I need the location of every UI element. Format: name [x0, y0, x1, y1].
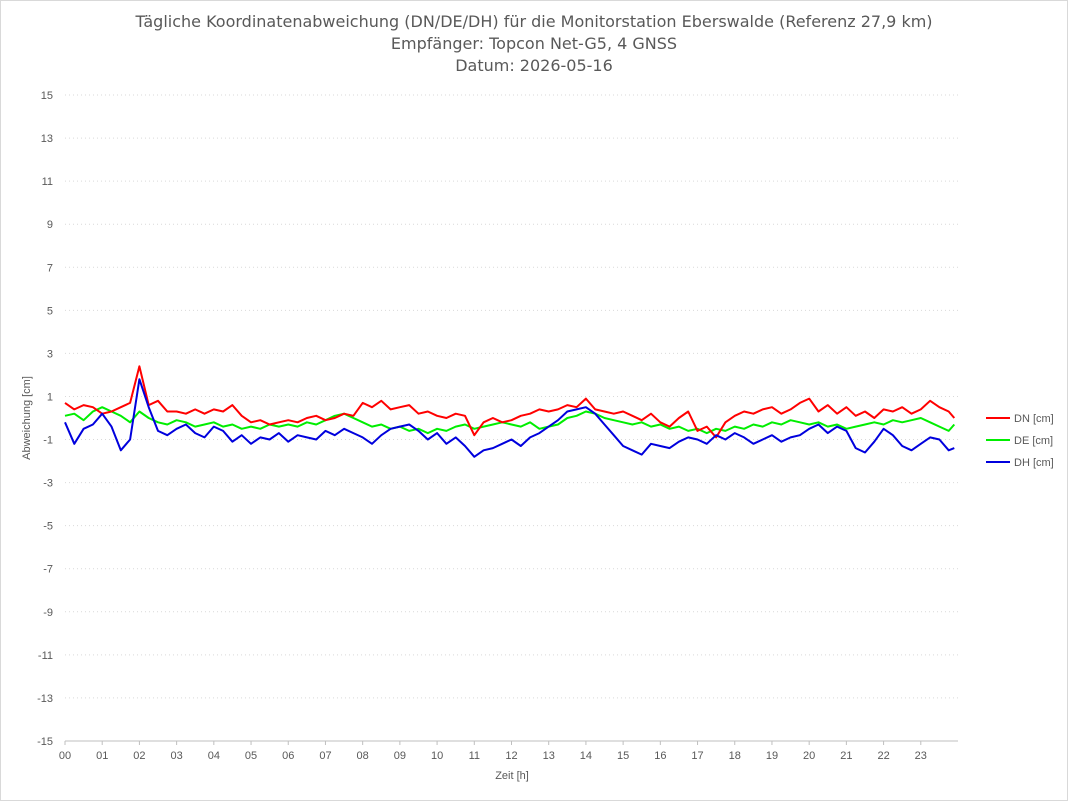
y-tick-label: 9	[47, 219, 53, 231]
x-axis-title: Zeit [h]	[495, 770, 529, 782]
series-line-dh	[64, 378, 955, 458]
y-tick-label: -13	[37, 693, 53, 705]
y-tick-label: -11	[38, 650, 53, 662]
y-tick-label: 15	[41, 90, 53, 102]
x-tick-label: 08	[357, 750, 369, 762]
series-line-de	[64, 406, 956, 435]
y-tick-labels: 15 13 11 9 7 5 3 1 -1 -3 -5 -7 -9 -11 -13 -15	[37, 90, 53, 748]
x-tick-label: 00	[59, 750, 71, 762]
x-tick-label: 07	[319, 750, 331, 762]
x-tick-label: 23	[915, 750, 927, 762]
x-tick-label: 04	[208, 750, 220, 762]
x-tick-label: 18	[729, 750, 741, 762]
x-tick-label: 19	[766, 750, 778, 762]
x-tick-label: 21	[840, 750, 852, 762]
x-tick-label: 11	[469, 750, 480, 762]
x-tick-label: 12	[505, 750, 517, 762]
y-tick-label: 11	[42, 176, 53, 188]
series-line-dn	[64, 365, 956, 439]
y-tick-label: 1	[47, 391, 53, 403]
y-tick-label: 5	[47, 305, 53, 317]
x-tick-label: 05	[245, 750, 257, 762]
y-tick-label: 3	[47, 348, 53, 360]
x-tick-label: 13	[543, 750, 555, 762]
legend-label-dh: DH [cm]	[1014, 457, 1054, 469]
x-tick-label: 03	[171, 750, 183, 762]
legend-label-dn: DN [cm]	[1014, 413, 1054, 425]
x-tick-label: 06	[282, 750, 294, 762]
y-tick-label: -3	[43, 478, 53, 490]
x-tick-label: 10	[431, 750, 443, 762]
chart-subtitle-date: Datum: 2026-05-16	[455, 56, 613, 75]
x-tick-label: 17	[691, 750, 703, 762]
x-tick-label: 22	[877, 750, 889, 762]
gridlines	[65, 94, 958, 699]
y-tick-label: -5	[43, 521, 53, 533]
y-tick-label: -1	[43, 435, 53, 447]
y-tick-label: 13	[41, 133, 53, 145]
y-tick-label: -7	[43, 564, 53, 576]
x-tick-label: 02	[133, 750, 145, 762]
x-tick-label: 14	[580, 750, 592, 762]
x-tick-labels: 00 01 02 03 04 05 06 07 08 09 10 11 12 13 14 15 16 17 18 19…	[59, 741, 927, 762]
y-tick-label: -9	[43, 607, 53, 619]
x-tick-label: 09	[394, 750, 406, 762]
x-tick-label: 15	[617, 750, 629, 762]
x-tick-label: 16	[654, 750, 666, 762]
legend-label-de: DE [cm]	[1014, 435, 1053, 447]
chart-title: Tägliche Koordinatenabweichung (DN/DE/DH…	[135, 12, 933, 31]
series-lines	[64, 365, 956, 458]
x-tick-label: 01	[96, 750, 108, 762]
chart-titles: Tägliche Koordinatenabweichung (DN/DE/DH…	[0, 11, 1068, 77]
y-axis-title: Abweichung [cm]	[21, 376, 33, 460]
y-tick-label: 7	[47, 262, 53, 274]
chart-subtitle-receiver: Empfänger: Topcon Net-G5, 4 GNSS	[390, 34, 678, 53]
x-tick-label: 20	[803, 750, 815, 762]
legend: DN [cm] DE [cm] DH [cm]	[986, 413, 1054, 469]
y-tick-label: -15	[37, 736, 53, 748]
